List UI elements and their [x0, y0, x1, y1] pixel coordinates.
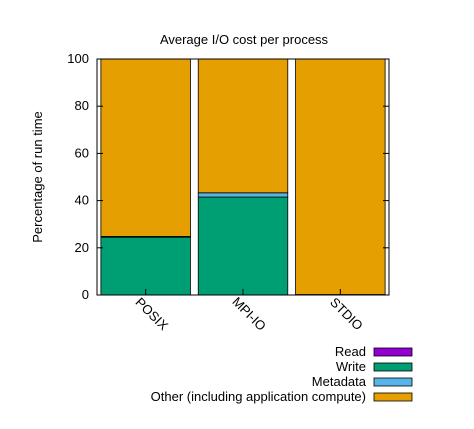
x-tick-label-mpi-io: MPI-IO [229, 294, 269, 334]
y-tick-label: 60 [75, 145, 89, 160]
y-axis-label: Percentage of run time [30, 111, 45, 243]
legend-swatch-other [373, 392, 413, 402]
y-axis: 0 20 40 60 80 100 [67, 51, 389, 302]
y-tick-label: 0 [82, 287, 89, 302]
legend-swatch-metadata [373, 377, 413, 387]
x-tick-label-stdio: STDIO [327, 294, 366, 333]
legend-swatch-write [373, 362, 413, 372]
legend-label-other: Other (including application compute) [151, 389, 366, 404]
legend-label-write: Write [336, 359, 366, 374]
bar-segment-posix-other [100, 58, 191, 237]
legend-swatch-read [373, 347, 413, 357]
legend-label-metadata: Metadata [312, 374, 367, 389]
bar-segment-mpi-io-write [197, 196, 289, 296]
y-tick-label: 80 [75, 98, 89, 113]
y-tick-label: 40 [75, 193, 89, 208]
y-tick-label: 100 [67, 51, 89, 66]
chart-title: Average I/O cost per process [160, 32, 329, 47]
bar-segment-mpi-io-metadata [197, 192, 289, 198]
bar-segment-posix-write [100, 236, 191, 296]
plot-area [100, 58, 386, 296]
bar-segment-stdio-other [295, 58, 386, 295]
y-tick-label: 20 [75, 240, 89, 255]
legend-label-read: Read [335, 344, 366, 359]
x-tick-label-posix: POSIX [132, 294, 171, 333]
bar-segment-mpi-io-other [197, 58, 289, 194]
x-axis: POSIX MPI-IO STDIO [132, 289, 366, 334]
